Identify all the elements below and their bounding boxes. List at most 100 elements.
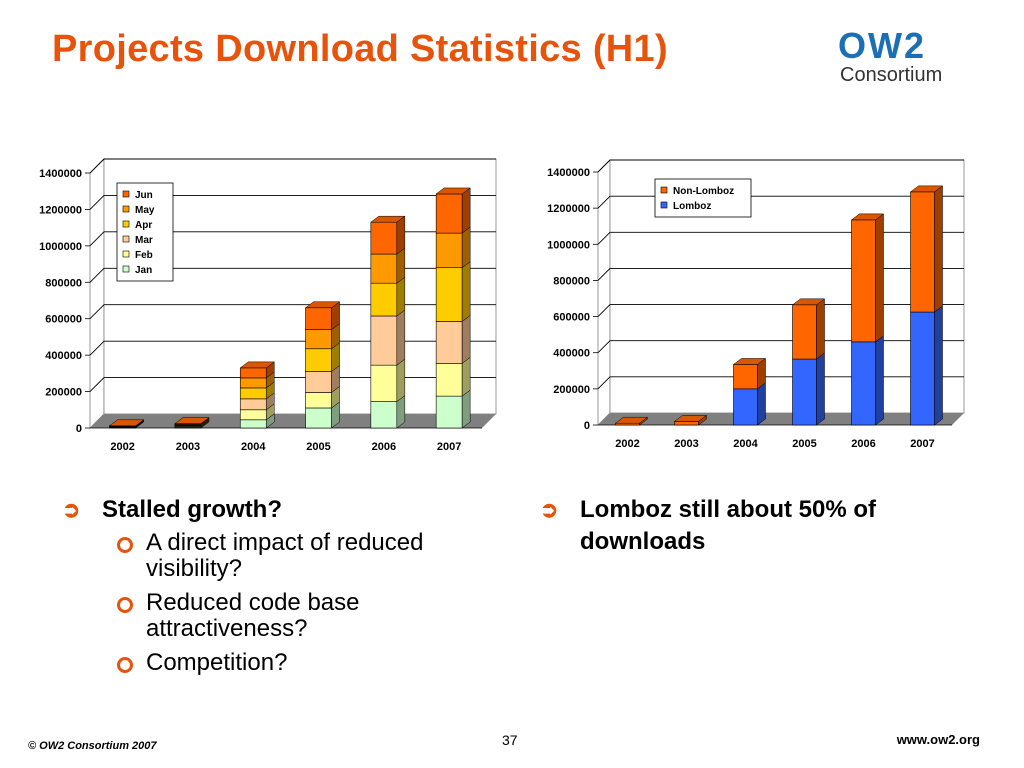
bar-top-cap xyxy=(673,415,708,422)
bar-segment xyxy=(615,422,640,426)
footer-copyright: © OW2 Consortium 2007 xyxy=(28,740,157,752)
bar-segment-side xyxy=(875,335,884,426)
page-number: 37 xyxy=(502,732,518,748)
y-tick-label: 400000 xyxy=(45,350,82,362)
legend-label: Apr xyxy=(135,220,152,231)
legend-swatch xyxy=(122,250,130,258)
x-tick-label: 2004 xyxy=(733,438,758,450)
legend-label: May xyxy=(135,205,155,216)
bar-top-cap xyxy=(174,417,210,424)
y-tick-label: 0 xyxy=(584,420,590,432)
floor xyxy=(598,413,964,425)
bar-segment xyxy=(435,321,463,364)
legend-label: Jan xyxy=(135,265,152,276)
gridline xyxy=(597,340,964,354)
bar-segment-side xyxy=(934,305,943,426)
bar-segment-side xyxy=(461,187,471,234)
bar-segment xyxy=(733,364,758,390)
bar-top-cap xyxy=(732,358,767,365)
gridline xyxy=(597,195,964,209)
legend-swatch xyxy=(122,190,130,198)
legend: Non-Lomboz Lomboz xyxy=(654,178,752,218)
bullets-left: ➲ Stalled growth? A direct impact of red… xyxy=(62,494,502,684)
bar-segment xyxy=(435,395,463,429)
x-tick-label: 2005 xyxy=(306,441,330,453)
bar-segment-side xyxy=(396,276,406,317)
y-tick-label: 0 xyxy=(76,423,82,435)
page-title: Projects Download Statistics (H1) xyxy=(52,28,668,70)
bar-top-cap xyxy=(370,215,406,223)
plot-area xyxy=(593,159,965,426)
y-tick-label: 1400000 xyxy=(547,167,590,179)
bar-segment xyxy=(910,311,935,426)
bar-segment xyxy=(305,348,332,372)
y-tick-label: 400000 xyxy=(553,348,590,360)
gridline xyxy=(597,376,964,390)
legend-label: Jun xyxy=(135,190,153,201)
y-tick-label: 1000000 xyxy=(39,241,82,253)
bar-segment xyxy=(305,407,332,429)
bar-segment xyxy=(370,401,398,429)
bullet-heading: Stalled growth? xyxy=(102,496,282,523)
legend-label: Mar xyxy=(135,235,153,246)
sub-bullet-text: Competition? xyxy=(146,649,288,676)
legend: Jun May Apr Mar Feb Jan xyxy=(116,182,174,282)
y-tick-label: 1400000 xyxy=(39,168,82,180)
bar-segment xyxy=(305,307,332,330)
bar-segment xyxy=(851,341,876,426)
bar-stack xyxy=(370,215,406,429)
bar-segment xyxy=(370,364,398,402)
bar-top-cap xyxy=(239,361,275,369)
bar-segment-side xyxy=(461,356,471,397)
x-tick-label: 2003 xyxy=(674,438,698,450)
logo-subtitle: Consortium xyxy=(840,64,942,86)
bullets-right: ➲ Lomboz still about 50% of downloads xyxy=(540,494,980,562)
x-tick-label: 2004 xyxy=(241,441,266,453)
bar-segment xyxy=(792,358,817,426)
bar-segment-side xyxy=(816,352,825,426)
ring-bullet-icon xyxy=(117,597,133,613)
gridline xyxy=(89,158,496,174)
gridline xyxy=(89,194,496,210)
y-tick-label: 600000 xyxy=(553,312,590,324)
side-wall xyxy=(597,159,611,426)
x-tick-label: 2007 xyxy=(910,438,934,450)
legend-label: Feb xyxy=(135,250,153,261)
bar-segment-side xyxy=(816,298,825,360)
x-tick-label: 2002 xyxy=(615,438,639,450)
y-tick-label: 200000 xyxy=(45,387,82,399)
bar-segment xyxy=(239,398,267,411)
bar-segment-side xyxy=(934,185,943,313)
sub-bullet-text: A direct impact of reduced visibility? xyxy=(146,529,424,582)
gridline xyxy=(89,304,496,320)
sub-bullet: Competition? xyxy=(62,650,502,676)
bar-segment xyxy=(239,377,267,389)
sub-bullet-text: Reduced code base attractiveness? xyxy=(146,589,360,642)
x-tick-label: 2003 xyxy=(176,441,200,453)
bar-segment xyxy=(370,315,398,366)
bar-segment xyxy=(910,191,935,313)
bar-stack xyxy=(435,187,471,429)
legend-swatch xyxy=(122,220,130,228)
bar-top-cap xyxy=(909,185,944,193)
bar-segment xyxy=(239,409,267,421)
legend-label: Lomboz xyxy=(673,201,711,212)
footer-url: www.ow2.org xyxy=(896,732,980,747)
bar-segment-side xyxy=(461,389,471,429)
ring-bullet-icon xyxy=(117,537,133,553)
sub-bullet: Reduced code base attractiveness? xyxy=(62,590,502,642)
bar-top-cap xyxy=(850,213,885,221)
bar-segment xyxy=(435,363,463,397)
gridline xyxy=(89,340,496,356)
bar-stack xyxy=(174,417,210,429)
bar-stack xyxy=(673,414,708,426)
legend-swatch xyxy=(122,235,130,243)
gridline xyxy=(89,231,496,247)
bar-segment xyxy=(370,282,398,317)
y-tick-label: 800000 xyxy=(45,277,82,289)
bar-segment-side xyxy=(461,261,471,322)
bar-stack xyxy=(850,213,885,426)
bar-stack xyxy=(791,298,826,426)
bar-segment xyxy=(674,421,699,426)
bar-segment xyxy=(851,219,876,343)
